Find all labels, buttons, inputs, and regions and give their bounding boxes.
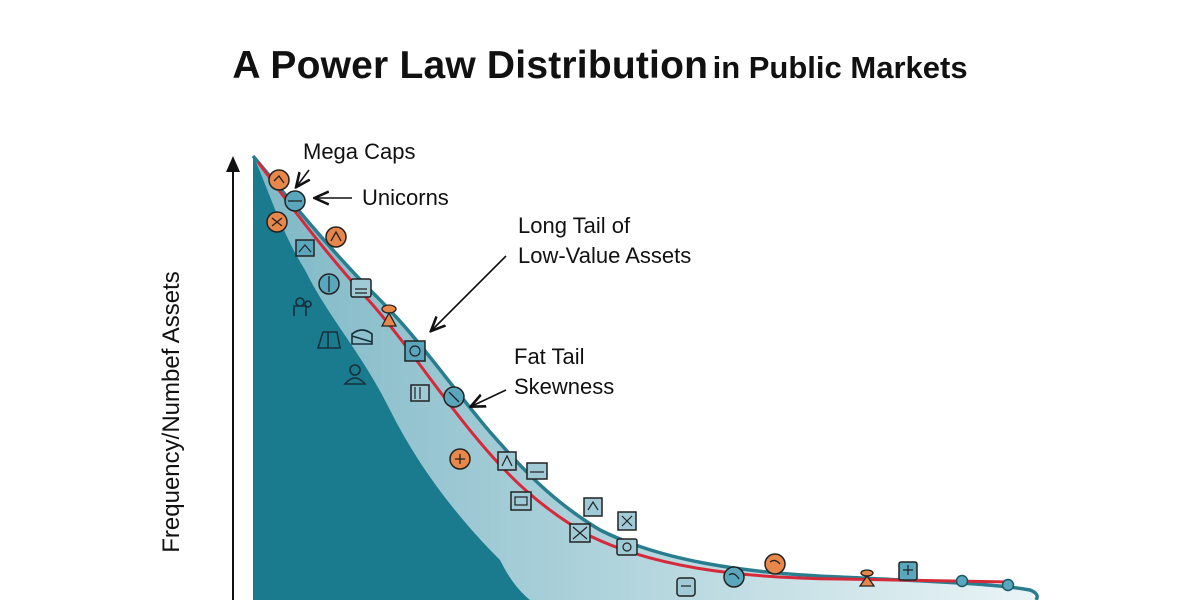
tail-dots bbox=[955, 574, 1015, 592]
dot-icon bbox=[1001, 578, 1015, 592]
company-icon bbox=[268, 169, 290, 191]
company-icon bbox=[449, 448, 471, 470]
orange-markers bbox=[266, 169, 786, 575]
page-title: A Power Law Distribution in Public Marke… bbox=[0, 44, 1200, 88]
asset-icon bbox=[497, 451, 517, 471]
asset-icon bbox=[295, 239, 315, 257]
annotation-long-tail-line2: Low-Value Assets bbox=[518, 243, 692, 268]
annotation-long-tail-line1: Long Tail of bbox=[518, 213, 631, 238]
person-icon bbox=[293, 297, 312, 316]
dot-icon bbox=[955, 574, 969, 588]
person-icon bbox=[343, 364, 367, 385]
annotation-long-tail: Long Tail of Low-Value Assets bbox=[518, 211, 691, 271]
teal-markers bbox=[284, 190, 745, 588]
y-axis-label: Frequency/Numbef Assets bbox=[158, 271, 185, 553]
cone-icon bbox=[858, 569, 876, 587]
asset-icon bbox=[617, 511, 637, 531]
title-main: A Power Law Distribution bbox=[232, 44, 709, 87]
outer-curve bbox=[251, 154, 1039, 600]
company-icon bbox=[318, 273, 340, 295]
square-markers bbox=[295, 239, 918, 597]
asset-icon bbox=[616, 538, 638, 556]
annotation-fat-tail-line1: Fat Tail bbox=[514, 344, 585, 369]
light-area bbox=[253, 156, 1036, 600]
cone-icon bbox=[380, 304, 398, 327]
y-axis-arrowhead bbox=[226, 156, 240, 172]
building-icon bbox=[316, 331, 341, 349]
asset-icon bbox=[410, 384, 430, 402]
annotation-mega-caps: Mega Caps bbox=[303, 139, 416, 164]
company-icon bbox=[764, 553, 786, 575]
asset-icon bbox=[569, 523, 591, 543]
dark-area bbox=[253, 156, 530, 600]
asset-icon bbox=[510, 491, 532, 511]
company-icon bbox=[723, 566, 745, 588]
annotation-fat-tail: Fat Tail Skewness bbox=[514, 342, 614, 402]
company-icon bbox=[443, 386, 465, 408]
asset-icon bbox=[898, 561, 918, 581]
asset-icon bbox=[676, 577, 696, 597]
asset-icon bbox=[350, 278, 372, 298]
dome-icon bbox=[351, 329, 373, 345]
title-suffix: in Public Markets bbox=[712, 50, 968, 85]
asset-icon bbox=[583, 497, 603, 517]
mega-caps-arrow bbox=[297, 169, 309, 186]
fat-tail-arrow bbox=[472, 389, 507, 406]
outline-markers bbox=[293, 297, 373, 385]
asset-icon bbox=[404, 340, 426, 362]
annotation-fat-tail-line2: Skewness bbox=[514, 374, 615, 399]
company-icon bbox=[284, 190, 306, 212]
company-icon bbox=[325, 226, 347, 248]
asset-icon bbox=[526, 462, 548, 480]
annotation-unicorns: Unicorns bbox=[362, 185, 449, 210]
cone-markers bbox=[380, 304, 876, 587]
long-tail-arrow bbox=[432, 255, 507, 330]
company-icon bbox=[266, 211, 288, 233]
